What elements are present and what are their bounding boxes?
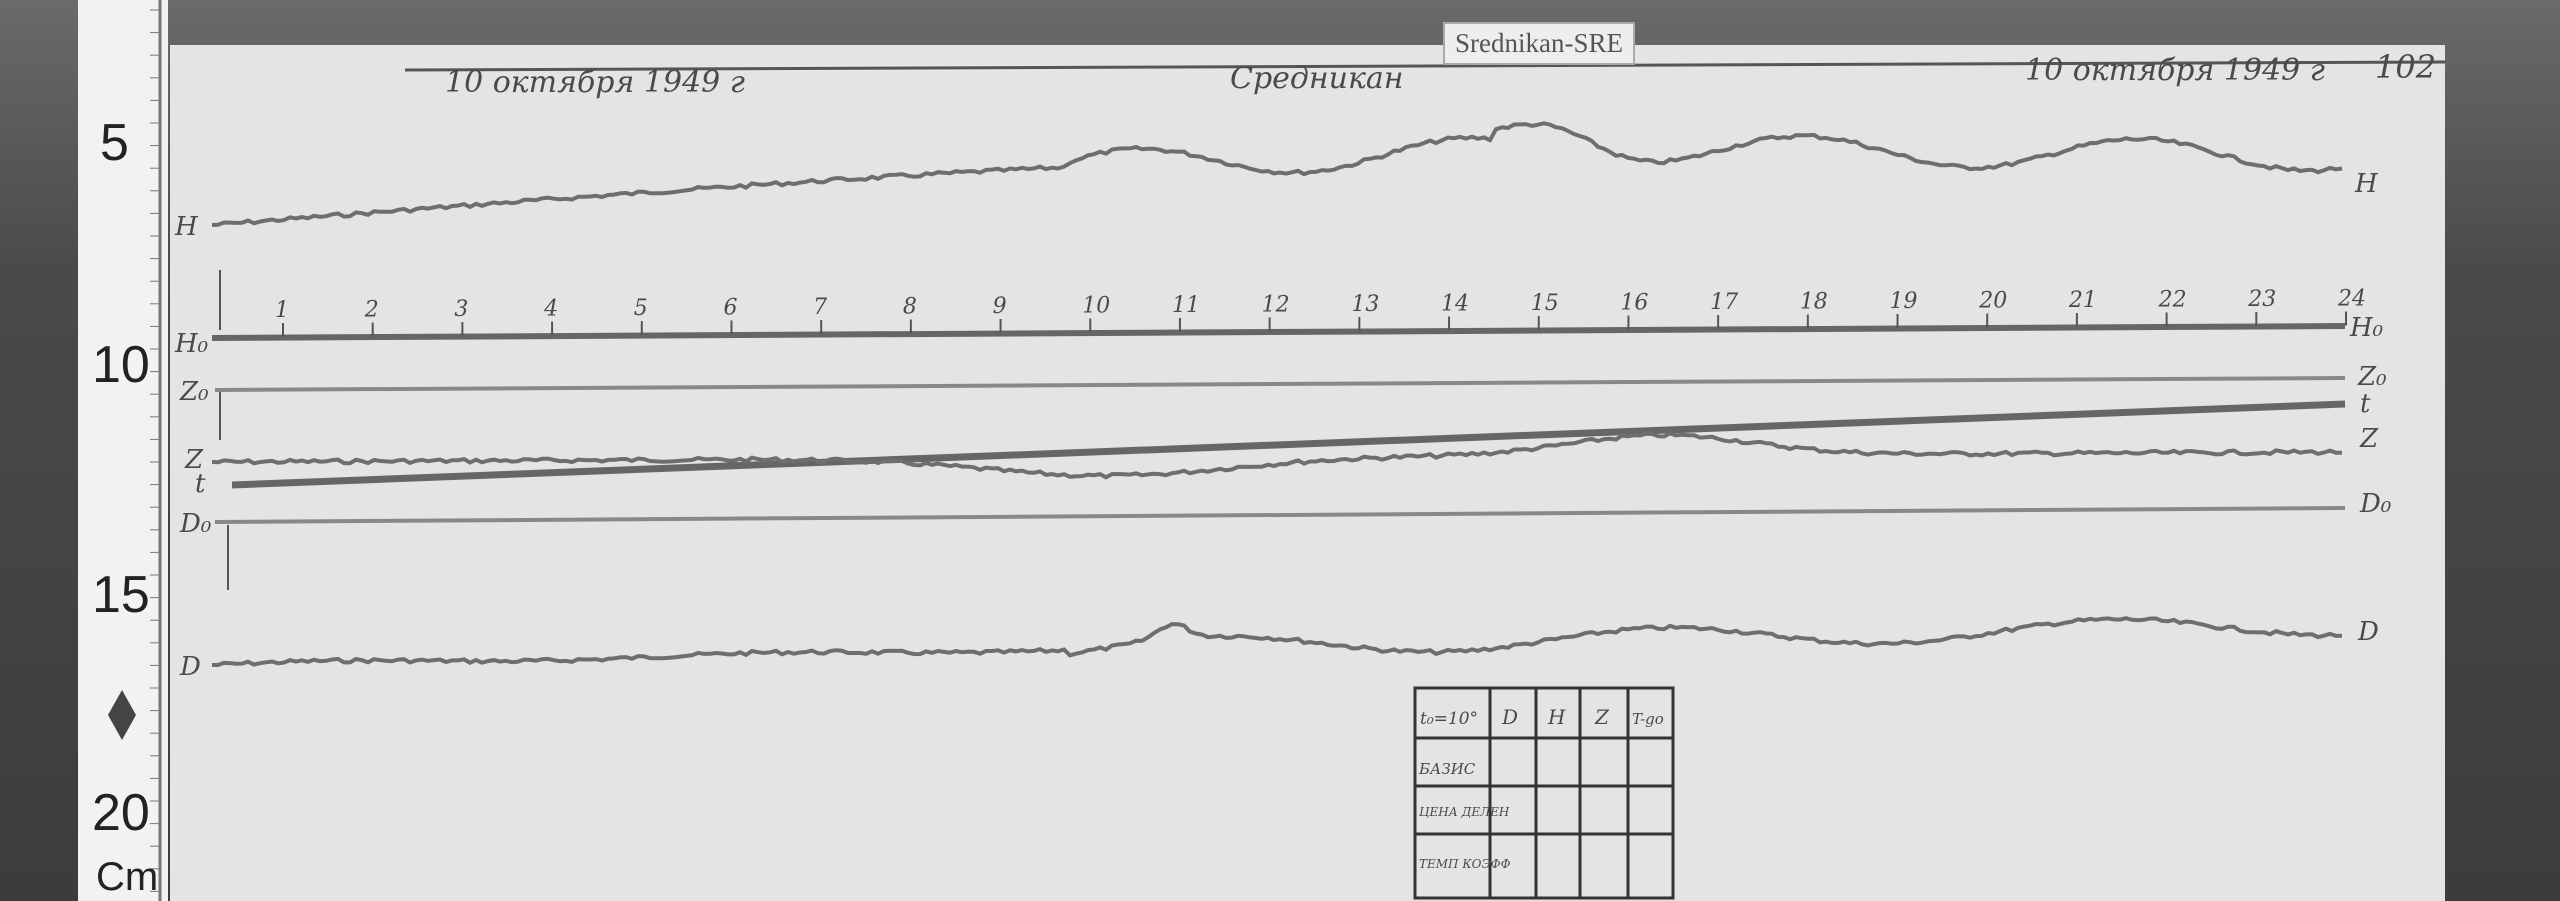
label-t-right: t [2360, 389, 2371, 419]
label-h0-right: H₀ [2349, 313, 2384, 343]
hour-label: 14 [1441, 292, 1469, 317]
h0-baseline [211, 323, 2346, 341]
hour-label: 23 [2247, 287, 2276, 312]
z0-baseline [214, 376, 2346, 392]
label-z0-right: Z₀ [2357, 362, 2387, 392]
table-header-t0: t₀=10° [1420, 709, 1478, 729]
label-d0-left: D₀ [179, 509, 212, 539]
label-h-left: H [174, 212, 199, 242]
label-z-left: Z [184, 445, 204, 475]
hour-label: 17 [1710, 290, 1738, 315]
hour-label: 16 [1620, 291, 1648, 316]
table-header-d: D [1501, 705, 1518, 729]
hour-label: 24 [2337, 287, 2366, 312]
table-header-h: H [1547, 705, 1566, 729]
hour-label: 9 [993, 294, 1007, 319]
table-row-temp: ТЕМП КОЭФФ [1419, 857, 1511, 871]
ruler-mark-20: 20 [92, 784, 150, 842]
date-right: 10 октября 1949 г [2025, 53, 2325, 88]
ruler [78, 0, 168, 901]
hour-label: 5 [634, 296, 648, 321]
hour-label: 10 [1082, 294, 1110, 319]
table-row-scale: ЦЕНА ДЕЛЕН [1419, 805, 1510, 819]
hour-label: 22 [2158, 288, 2187, 313]
hour-label: 2 [364, 298, 379, 323]
label-z-right: Z [2359, 424, 2379, 454]
h-trace [211, 121, 2343, 227]
label-h-right: H [2354, 169, 2379, 199]
table-row-basis: БАЗИС [1418, 760, 1476, 778]
hour-label: 15 [1531, 291, 1559, 316]
hour-label: 21 [2068, 288, 2097, 313]
label-z0-left: Z₀ [179, 377, 209, 407]
station-handwritten: Средникан [1230, 61, 1404, 96]
hour-label: 12 [1262, 293, 1290, 318]
d-trace [212, 616, 2343, 667]
diamond-marker-icon [108, 690, 136, 740]
table-header-t-go: T-go [1632, 710, 1664, 728]
hour-label: 6 [723, 296, 737, 321]
z-trace [211, 431, 2342, 480]
hour-label: 8 [903, 295, 917, 320]
date-left: 10 октября 1949 г [445, 65, 745, 100]
ruler-mark-10: 10 [92, 336, 150, 394]
hour-axis: 1 2 3 4 5 6 7 8 9 10 11 12 13 14 15 16 17 18 19 20 21 22 23 24 [275, 287, 2366, 337]
hour-label: 4 [543, 297, 558, 322]
hour-label: 11 [1172, 293, 1200, 318]
label-d-right: D [2357, 617, 2379, 647]
sheet-number: 102 [2375, 48, 2436, 86]
label-d-left: D [179, 652, 201, 682]
hour-label: 3 [454, 297, 468, 322]
hour-label: 13 [1351, 292, 1379, 317]
ruler-mark-5: 5 [100, 114, 129, 172]
ruler-mark-15: 15 [92, 566, 150, 624]
hour-label: 18 [1800, 290, 1828, 315]
hour-label: 1 [275, 298, 289, 323]
label-t-left: t [195, 469, 206, 499]
station-label: Srednikan-SRE [1443, 22, 1635, 65]
ruler-unit: Cm [96, 855, 158, 899]
table-header-z: Z [1594, 705, 1610, 729]
hour-label: 7 [813, 295, 827, 320]
constants-table [1413, 686, 1675, 900]
hour-label: 19 [1890, 289, 1918, 314]
label-d0-right: D₀ [2359, 489, 2392, 519]
d0-baseline [214, 506, 2346, 524]
hour-label: 20 [1978, 289, 2007, 314]
label-h0-left: H₀ [174, 329, 209, 359]
t-trace [231, 400, 2346, 489]
